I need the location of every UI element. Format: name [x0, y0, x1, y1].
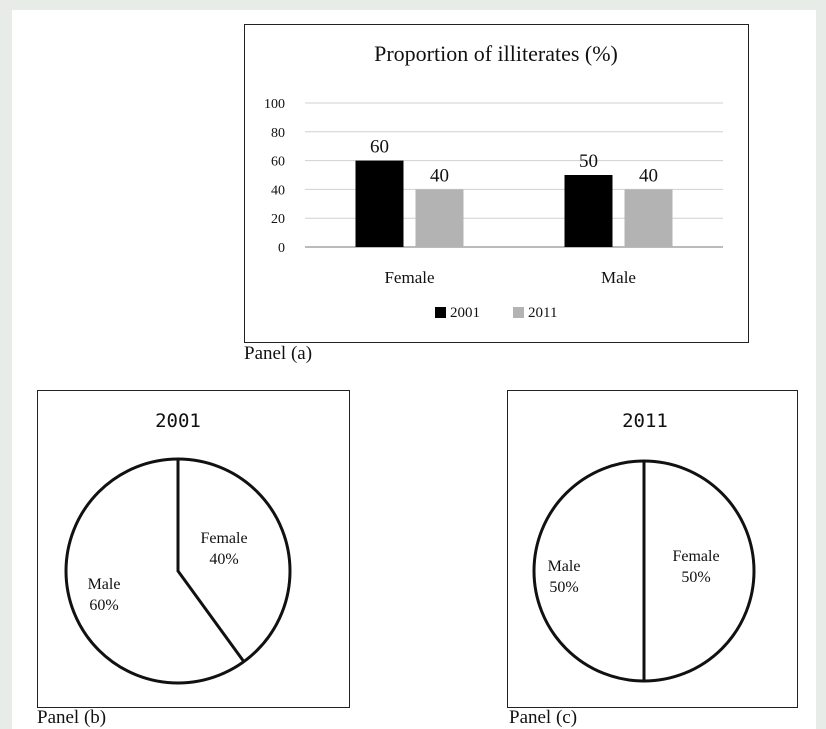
pie-slice-divider: [176, 459, 246, 663]
panel-a-label: Panel (a): [244, 343, 313, 364]
pie-slice-label-female: Female: [200, 530, 247, 547]
bar-chart-title: Proportion of illiterates (%): [374, 41, 618, 66]
bar-male-2011: [624, 189, 673, 247]
legend-swatch-2011: [513, 307, 524, 318]
bar-female-2011: [415, 189, 464, 247]
y-tick-label: 20: [271, 212, 285, 227]
bar-data-label: 50: [579, 151, 598, 172]
pie-slice-percent-male: 60%: [89, 597, 118, 614]
bar-data-label: 40: [430, 165, 449, 186]
pie-2001-frame: 2001 Female 40% Male 60%: [37, 390, 350, 708]
pie-chart-2001: 2001 Female 40% Male 60%: [64, 410, 292, 685]
pie-2011-title: 2011: [622, 410, 668, 432]
pie-slice-percent-female: 50%: [681, 569, 710, 586]
bar-data-label: 40: [639, 165, 658, 186]
legend-label: 2011: [528, 305, 557, 321]
pie-slice-percent-female: 40%: [209, 551, 238, 568]
bar-chart-frame: Proportion of illiterates (%) 0 20 40 60 80 1…: [244, 24, 749, 343]
legend-label: 2001: [450, 305, 480, 321]
figure-page: Proportion of illiterates (%) 0 20 40 60 80 1…: [12, 10, 816, 729]
legend-swatch-2001: [435, 307, 446, 318]
y-tick-label: 100: [264, 97, 285, 112]
bar-male-2001: [564, 175, 613, 247]
pie-slice-label-female: Female: [672, 548, 719, 565]
pie-slice-label-male: Male: [548, 558, 581, 575]
y-tick-label: 0: [278, 241, 285, 256]
bar-chart: Proportion of illiterates (%) 0 20 40 60 80 1…: [264, 41, 723, 321]
bar-data-label: 60: [370, 137, 389, 158]
x-category-label: Male: [601, 268, 636, 287]
y-tick-label: 80: [271, 126, 285, 141]
y-tick-label: 40: [271, 183, 285, 198]
bar-female-2001: [355, 160, 404, 247]
pie-slice-label-male: Male: [88, 576, 121, 593]
pie-2011-frame: 2011 Female 50% Male 50%: [507, 390, 798, 708]
pie-chart-2011: 2011 Female 50% Male 50%: [532, 410, 756, 683]
panel-b-label: Panel (b): [37, 707, 107, 728]
panel-c-label: Panel (c): [509, 707, 578, 728]
pie-2001-title: 2001: [155, 410, 201, 432]
x-category-label: Female: [384, 268, 434, 287]
pie-slice-percent-male: 50%: [549, 579, 578, 596]
y-tick-label: 60: [271, 155, 285, 170]
